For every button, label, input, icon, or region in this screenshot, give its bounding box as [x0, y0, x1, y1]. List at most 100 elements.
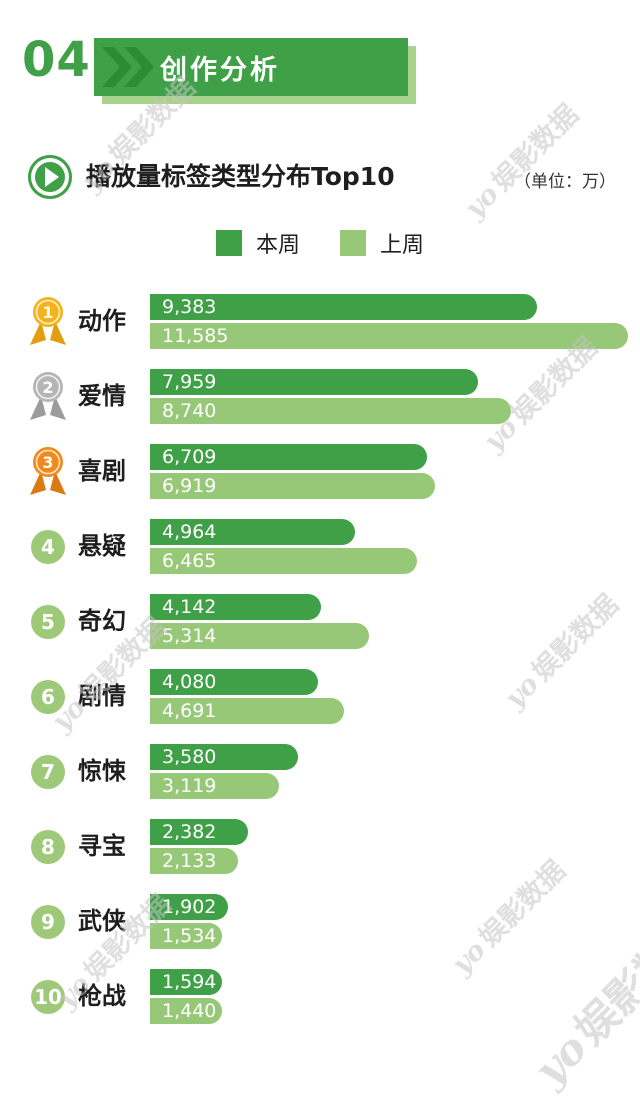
- bar-this-week: 1,594: [150, 969, 222, 995]
- bar-pair: 1,902 1,534: [150, 894, 228, 952]
- bar-value-last-week: 1,534: [162, 925, 217, 947]
- bar-pair: 4,142 5,314: [150, 594, 369, 652]
- bar-value-this-week: 4,080: [162, 671, 217, 693]
- bar-this-week: 3,580: [150, 744, 298, 770]
- section-number: 04: [22, 32, 91, 88]
- legend-label-this-week: 本周: [255, 233, 300, 258]
- category-label: 枪战: [78, 982, 126, 1010]
- play-icon: [28, 155, 72, 199]
- bar-value-last-week: 6,919: [162, 475, 217, 497]
- rank-number-badge: 7: [31, 754, 65, 789]
- bar-pair: 6,709 6,919: [150, 444, 435, 502]
- bar-pair: 1,594 1,440: [150, 969, 222, 1027]
- category-label: 爱情: [78, 382, 126, 410]
- bar-value-this-week: 1,902: [162, 896, 217, 918]
- bar-last-week: 3,119: [150, 773, 279, 799]
- bar-last-week: 1,534: [150, 923, 222, 949]
- section-banner: 创作分析: [94, 38, 408, 96]
- rank-number-badge: 9: [31, 904, 65, 939]
- svg-text:3: 3: [42, 453, 53, 472]
- category-label: 惊悚: [78, 757, 126, 785]
- rank-badge: 3: [22, 434, 74, 509]
- rank-number-badge: 5: [31, 604, 65, 639]
- chart-title: 播放量标签类型分布Top10: [86, 162, 395, 191]
- chart-header: 播放量标签类型分布Top10 （单位：万）: [0, 154, 640, 202]
- rank-badge: 6: [22, 659, 74, 734]
- bar-value-last-week: 11,585: [162, 325, 229, 347]
- double-chevron-right-icon: [102, 47, 154, 87]
- section-header: 04 创作分析: [0, 0, 640, 140]
- chart-row: 1 动作 9,383 11,585: [0, 284, 640, 359]
- rank-badge: 4: [22, 509, 74, 584]
- chart-row: 8 寻宝 2,382 2,133: [0, 809, 640, 884]
- chart-rows: 1 动作 9,383 11,585 2 爱情 7,959 8,740 3 喜剧 6,709 6,919…: [0, 284, 640, 1034]
- bar-last-week: 6,465: [150, 548, 417, 574]
- bronze-medal-icon: 3: [30, 446, 66, 495]
- bar-last-week: 6,919: [150, 473, 435, 499]
- bar-value-this-week: 6,709: [162, 446, 217, 468]
- bar-pair: 3,580 3,119: [150, 744, 298, 802]
- bar-value-last-week: 5,314: [162, 625, 217, 647]
- category-label: 武侠: [78, 907, 126, 935]
- bar-this-week: 1,902: [150, 894, 228, 920]
- bar-value-this-week: 2,382: [162, 821, 217, 843]
- svg-text:1: 1: [42, 303, 53, 322]
- bar-value-this-week: 4,142: [162, 596, 217, 618]
- bar-this-week: 2,382: [150, 819, 248, 845]
- category-label: 寻宝: [78, 832, 126, 860]
- category-label: 喜剧: [78, 457, 126, 485]
- bar-value-last-week: 1,440: [162, 1000, 217, 1022]
- bar-last-week: 8,740: [150, 398, 511, 424]
- rank-number-badge: 10: [31, 979, 65, 1014]
- bar-this-week: 4,964: [150, 519, 355, 545]
- bar-value-this-week: 3,580: [162, 746, 217, 768]
- bar-value-last-week: 2,133: [162, 850, 217, 872]
- chart-row: 7 惊悚 3,580 3,119: [0, 734, 640, 809]
- bar-pair: 9,383 11,585: [150, 294, 628, 352]
- chart-row: 9 武侠 1,902 1,534: [0, 884, 640, 959]
- bar-last-week: 11,585: [150, 323, 628, 349]
- category-label: 动作: [78, 307, 126, 335]
- bar-value-last-week: 8,740: [162, 400, 217, 422]
- chart-row: 4 悬疑 4,964 6,465: [0, 509, 640, 584]
- category-label: 奇幻: [78, 607, 126, 635]
- rank-badge: 8: [22, 809, 74, 884]
- bar-value-last-week: 3,119: [162, 775, 217, 797]
- chart-row: 2 爱情 7,959 8,740: [0, 359, 640, 434]
- bar-pair: 2,382 2,133: [150, 819, 248, 877]
- svg-text:2: 2: [42, 378, 53, 397]
- bar-value-this-week: 7,959: [162, 371, 217, 393]
- bar-last-week: 2,133: [150, 848, 238, 874]
- category-label: 悬疑: [78, 532, 126, 560]
- legend-label-last-week: 上周: [380, 233, 425, 258]
- rank-badge: 9: [22, 884, 74, 959]
- bar-value-this-week: 1,594: [162, 971, 217, 993]
- legend-swatch-last-week: [340, 230, 366, 256]
- bar-this-week: 7,959: [150, 369, 478, 395]
- bar-this-week: 9,383: [150, 294, 537, 320]
- silver-medal-icon: 2: [30, 371, 66, 420]
- bar-last-week: 4,691: [150, 698, 344, 724]
- rank-badge: 10: [22, 959, 74, 1034]
- rank-badge: 5: [22, 584, 74, 659]
- bar-this-week: 4,080: [150, 669, 318, 695]
- bar-this-week: 4,142: [150, 594, 321, 620]
- bar-this-week: 6,709: [150, 444, 427, 470]
- chart-row: 6 剧情 4,080 4,691: [0, 659, 640, 734]
- chart-row: 3 喜剧 6,709 6,919: [0, 434, 640, 509]
- chart-row: 10 枪战 1,594 1,440: [0, 959, 640, 1034]
- rank-number-badge: 8: [31, 829, 65, 864]
- rank-badge: 1: [22, 284, 74, 359]
- section-title: 创作分析: [160, 54, 280, 86]
- bar-value-this-week: 9,383: [162, 296, 217, 318]
- rank-badge: 2: [22, 359, 74, 434]
- bar-last-week: 5,314: [150, 623, 369, 649]
- bar-pair: 4,964 6,465: [150, 519, 417, 577]
- category-label: 剧情: [78, 682, 126, 710]
- bar-value-last-week: 4,691: [162, 700, 217, 722]
- bar-pair: 7,959 8,740: [150, 369, 511, 427]
- rank-number-badge: 6: [31, 679, 65, 714]
- gold-medal-icon: 1: [30, 296, 66, 345]
- bar-last-week: 1,440: [150, 998, 222, 1024]
